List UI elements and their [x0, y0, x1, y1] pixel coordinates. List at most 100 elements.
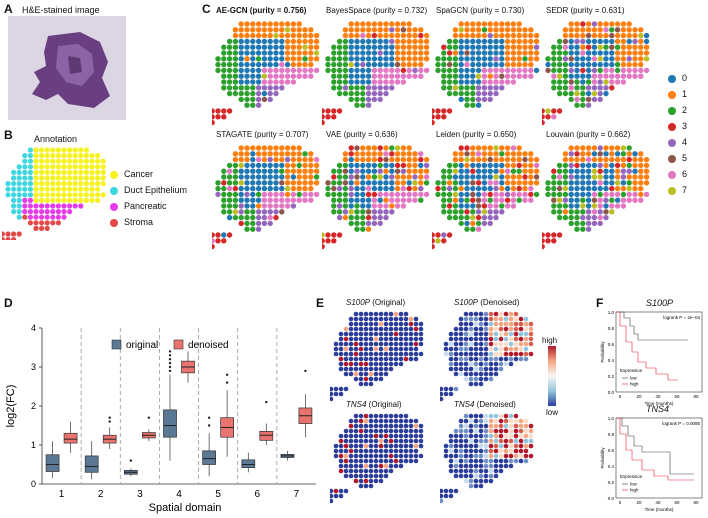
cluster-spot — [331, 209, 337, 215]
cluster-spot — [499, 67, 505, 74]
cluster-spot — [470, 185, 476, 192]
cluster-spot — [255, 67, 262, 74]
cluster-spot — [394, 38, 401, 45]
cluster-spot — [250, 96, 256, 103]
expression-spot — [523, 418, 529, 424]
expression-spot — [403, 311, 409, 317]
annotation-spot — [55, 220, 62, 226]
cluster-spot — [585, 197, 592, 203]
cluster-spot — [296, 27, 302, 33]
expression-spot — [348, 458, 354, 464]
cluster-spot — [284, 185, 291, 192]
cluster-spot — [609, 73, 615, 79]
cluster-spot — [238, 67, 244, 74]
expression-spot — [498, 336, 504, 342]
expression-spot — [463, 413, 469, 419]
cluster-spot — [475, 85, 482, 91]
annotation-spot — [5, 181, 11, 187]
expression-spot — [343, 488, 349, 494]
annotation-spot — [16, 169, 22, 175]
cluster-spot — [626, 185, 632, 192]
cluster-spot — [464, 214, 470, 221]
cluster-spot — [568, 203, 574, 209]
cluster-spot — [574, 73, 580, 79]
cluster-spot — [279, 156, 285, 163]
expression-spot — [463, 418, 469, 424]
expression-spot — [483, 433, 489, 439]
cluster-spot — [232, 214, 239, 221]
svg-text:logrank P = 0.0095: logrank P = 0.0095 — [662, 421, 700, 426]
cluster-spot — [308, 32, 314, 39]
expression-spot — [418, 321, 424, 327]
svg-text:high: high — [630, 382, 639, 387]
cluster-spot — [614, 162, 621, 169]
expression-spot — [363, 321, 369, 327]
cluster-spot — [638, 197, 644, 203]
cluster-spot — [267, 214, 273, 221]
cluster-spot — [475, 102, 482, 108]
cluster-spot — [614, 145, 621, 151]
cluster-spot — [458, 21, 464, 27]
cluster-spot — [296, 38, 302, 45]
cluster-spot — [464, 61, 470, 68]
annotation-spot — [50, 197, 56, 203]
cluster-spot — [238, 79, 244, 85]
cluster-spot — [481, 214, 488, 221]
annotation-spot — [27, 147, 33, 153]
expression-spot — [358, 336, 364, 342]
cluster-spot — [499, 185, 505, 192]
expression-spot — [330, 488, 334, 494]
cluster-spot — [377, 185, 383, 192]
annotation-spot — [22, 164, 28, 170]
cluster-spot — [446, 50, 453, 56]
expression-spot — [373, 371, 379, 377]
expression-spot — [368, 326, 374, 332]
cluster-spot — [614, 21, 621, 27]
cluster-spot — [470, 79, 476, 85]
cluster-spot — [481, 197, 488, 203]
cluster-spot — [585, 21, 592, 27]
expression-spot — [453, 326, 459, 332]
cluster-spot — [348, 197, 354, 203]
cluster-spot — [331, 61, 337, 68]
expression-spot — [463, 341, 469, 347]
expression-spot — [523, 331, 529, 337]
annotation-spot — [95, 181, 101, 187]
cluster-spot — [568, 38, 574, 45]
cluster-spot — [221, 232, 227, 238]
expression-spot — [388, 433, 394, 439]
annotation-spot — [61, 197, 67, 203]
expression-spot — [418, 336, 424, 342]
cluster-spot — [632, 168, 638, 174]
cluster-spot — [279, 21, 285, 27]
cluster-spot — [406, 27, 412, 33]
cluster-spot — [614, 174, 621, 180]
expression-spot — [378, 423, 384, 429]
expression-spot — [498, 463, 504, 469]
cluster-spot — [360, 27, 366, 33]
cluster-spot — [638, 38, 644, 45]
cluster-spot — [267, 209, 273, 215]
cluster-spot — [487, 27, 493, 33]
cluster-spot — [499, 156, 505, 163]
expression-spot — [503, 453, 509, 459]
annotation-spot — [27, 169, 33, 175]
cluster-spot — [267, 90, 273, 97]
cluster-spot — [481, 220, 488, 227]
expression-spot — [393, 443, 399, 449]
expression-spot — [383, 346, 389, 352]
box-denoised-5 — [220, 373, 234, 457]
expression-spot — [453, 468, 459, 474]
expression-spot — [523, 326, 529, 332]
expression-spot — [478, 326, 484, 332]
cluster-spot — [354, 209, 360, 215]
annotation-spot — [61, 153, 67, 159]
cluster-spot — [279, 168, 285, 174]
annotation-spot — [39, 225, 45, 231]
cluster-spot — [250, 85, 256, 91]
annotation-spot — [22, 181, 28, 187]
cluster-spot — [522, 174, 528, 180]
cluster-spot — [226, 44, 233, 50]
expression-spot — [348, 443, 354, 449]
cluster-spot — [591, 90, 598, 97]
